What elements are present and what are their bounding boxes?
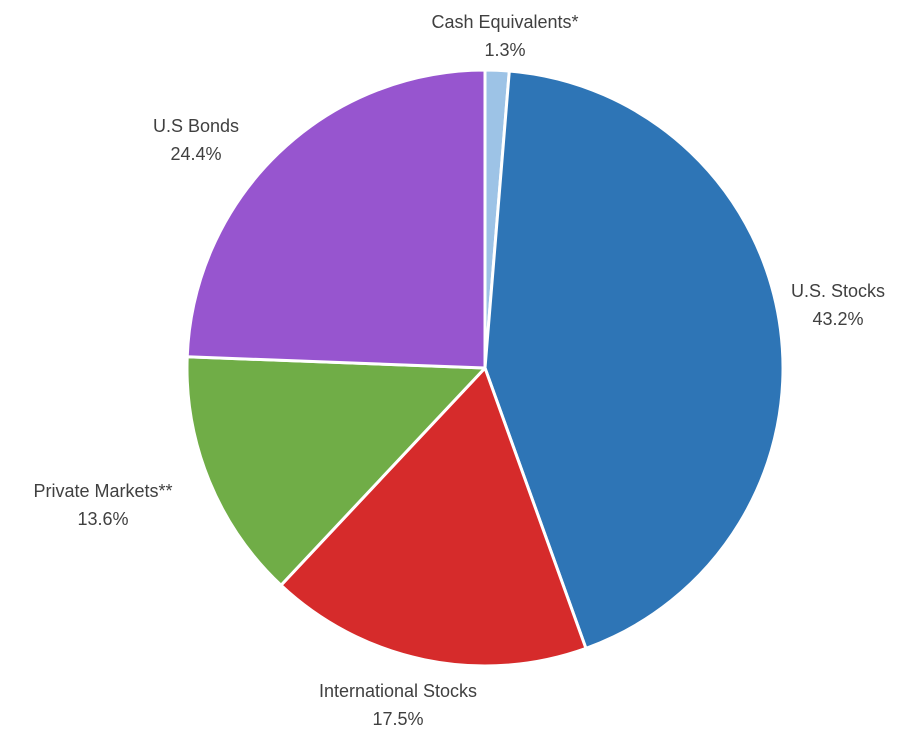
- slice-value-private-markets: 13.6%: [77, 509, 128, 529]
- slice-label-u-s-bonds: U.S Bonds: [153, 116, 239, 136]
- pie-slice-international-stocks: [279, 366, 588, 668]
- slice-value-u-s-bonds: 24.4%: [170, 144, 221, 164]
- pie-slice-u-s-stocks: [483, 69, 785, 650]
- slice-value-u-s-stocks: 43.2%: [812, 309, 863, 329]
- slice-label-u-s-stocks: U.S. Stocks: [791, 281, 885, 301]
- slice-value-cash-equivalents: 1.3%: [484, 40, 525, 60]
- slice-value-international-stocks: 17.5%: [372, 709, 423, 729]
- pie-labels: Cash Equivalents* 1.3% U.S. Stocks 43.2% Int…: [33, 12, 885, 729]
- slice-label-international-stocks: International Stocks: [319, 681, 477, 701]
- slice-label-private-markets: Private Markets**: [33, 481, 172, 501]
- pie-slices: [185, 68, 785, 668]
- pie-slice-private-markets: [185, 355, 487, 587]
- pie-slice-u-s-bonds: [185, 68, 487, 370]
- slice-label-cash-equivalents: Cash Equivalents*: [431, 12, 578, 32]
